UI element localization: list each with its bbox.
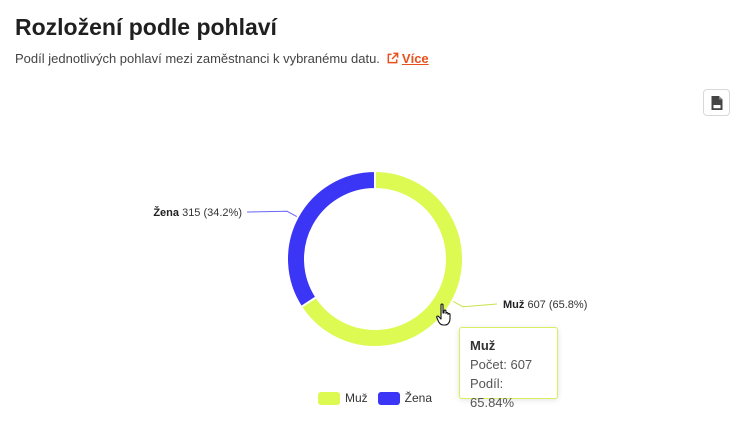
subtitle-text: Podíl jednotlivých pohlaví mezi zaměstna… [15,51,380,66]
tooltip-share: Podíl: 65.84% [470,376,515,410]
more-link-label: Více [401,51,429,66]
tooltip-count: Počet: 607 [470,357,533,372]
chart-tooltip: Muž Počet: 607 Podíl: 65.84% [459,327,558,410]
legend-item-muz[interactable]: Muž [318,391,368,405]
donut-slice-1[interactable] [286,169,376,309]
donut-slice-0[interactable] [299,169,464,348]
legend-item-zena[interactable]: Žena [377,391,433,405]
export-jpg-button[interactable] [703,89,730,116]
more-link[interactable]: Více [386,51,429,66]
data-label-1: Žena 315 (34.2%) [153,206,242,219]
page-subtitle: Podíl jednotlivých pohlaví mezi zaměstna… [15,51,429,66]
leader-line-1 [246,210,298,217]
external-link-icon [387,52,399,64]
data-label-0: Muž 607 (65.8%) [503,299,587,311]
hand-pointer-icon [436,303,451,326]
legend-label-muz: Muž [345,391,368,405]
leader-line-0 [452,301,498,308]
legend-label-zena: Žena [404,391,433,405]
chart-legend: Muž Žena [318,391,442,405]
page-title: Rozložení podle pohlaví [15,14,277,40]
legend-swatch-muz [318,391,340,405]
legend-swatch-zena [377,391,400,405]
tooltip-title: Muž [470,338,496,353]
jpg-file-icon [711,95,722,110]
